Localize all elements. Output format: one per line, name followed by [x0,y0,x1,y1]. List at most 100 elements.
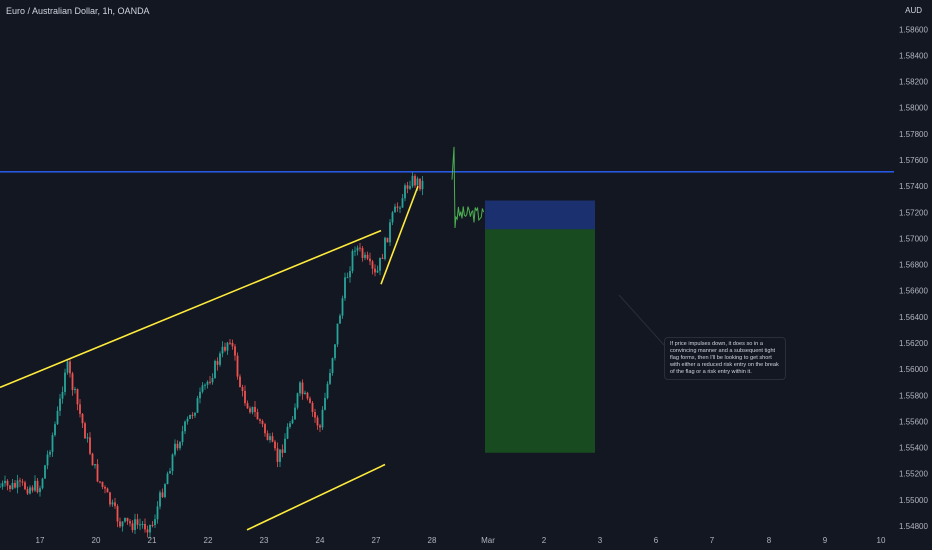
candle [139,524,141,526]
candle [316,417,319,426]
candle [54,424,56,436]
price-tick-label: 1.58200 [899,78,928,87]
stop-loss-zone[interactable] [485,200,595,230]
candle [349,271,351,278]
time-tick-label: 22 [204,536,213,545]
candle [86,437,89,439]
price-tick-label: 1.57000 [899,234,928,243]
candle [339,315,341,324]
candle [4,480,6,484]
annotation-callout[interactable]: If price impulses down, it does so in a … [664,337,786,380]
candle [19,480,21,482]
price-tick-label: 1.55600 [899,417,928,426]
candle [251,406,254,413]
candle [206,381,209,385]
candle [226,342,229,351]
candle [46,454,49,466]
candle [249,408,251,413]
candle [134,519,136,531]
candle [356,247,359,251]
projection-layer [451,146,665,346]
candle [114,502,116,507]
time-tick-label: 20 [92,536,101,545]
candle [74,389,76,391]
candle [39,488,41,493]
candle [41,478,44,489]
candle [216,360,219,365]
candle [371,261,374,269]
price-tick-label: 1.57200 [899,208,928,217]
candle [91,453,94,466]
candle [1,483,4,487]
candle [351,250,354,272]
candle [384,237,386,259]
projected-path [451,146,485,229]
candle [259,419,261,421]
time-tick-label: 2 [542,536,547,545]
candle [329,373,331,384]
candle [321,409,324,428]
candle [189,414,191,419]
candle [341,298,344,316]
candle [69,361,71,374]
price-tick-label: 1.57400 [899,182,928,191]
candle [34,480,36,491]
candle [89,437,91,454]
candle [156,506,159,520]
price-tick-label: 1.57800 [899,130,928,139]
candle [154,519,156,526]
candle [274,441,276,449]
candle [256,411,259,420]
candle [171,454,174,472]
channel-bottom-trendline[interactable] [246,463,386,531]
time-tick-label: 27 [372,536,381,545]
candle [99,481,101,483]
candle [106,488,109,493]
candle [376,270,379,273]
candle [21,481,24,483]
time-tick-label: Mar [481,536,495,545]
drawing-layer [0,171,894,531]
candle [194,412,196,416]
time-tick-label: 6 [654,536,659,545]
time-axis[interactable]: 17 20 21 22 23 24 27 28 Mar 2 3 6 7 8 9 10 [36,536,886,545]
candle [211,378,214,383]
time-tick-label: 10 [877,536,886,545]
candles-layer [0,171,424,539]
candle [271,436,274,442]
candle [304,392,306,395]
time-tick-label: 7 [710,536,715,545]
candle [94,464,96,466]
candle [379,257,381,271]
candle [344,277,346,299]
candle [361,248,364,258]
candle [264,424,266,434]
candle [79,404,81,414]
price-axis[interactable]: 1.58600 1.58400 1.58200 1.58000 1.57800 1.576… [899,25,928,531]
candle [129,521,131,524]
candle [224,346,226,351]
candle [246,403,249,409]
candle [381,257,384,259]
candle [49,451,51,455]
candle [6,480,9,486]
candle [181,431,184,443]
candle [209,381,211,383]
currency-label: AUD [905,6,922,15]
profit-target-zone[interactable] [485,229,595,453]
time-tick-label: 24 [316,536,325,545]
candle [121,521,124,527]
candle [416,178,419,186]
candle [131,523,134,531]
candle [419,178,421,190]
candle [311,402,314,413]
candle [314,412,316,418]
price-tick-label: 1.57600 [899,156,928,165]
candle [176,443,179,449]
candle [319,425,321,428]
price-tick-label: 1.56800 [899,261,928,270]
flag-support-trendline[interactable] [380,185,419,285]
channel-top-trendline[interactable] [0,229,382,389]
